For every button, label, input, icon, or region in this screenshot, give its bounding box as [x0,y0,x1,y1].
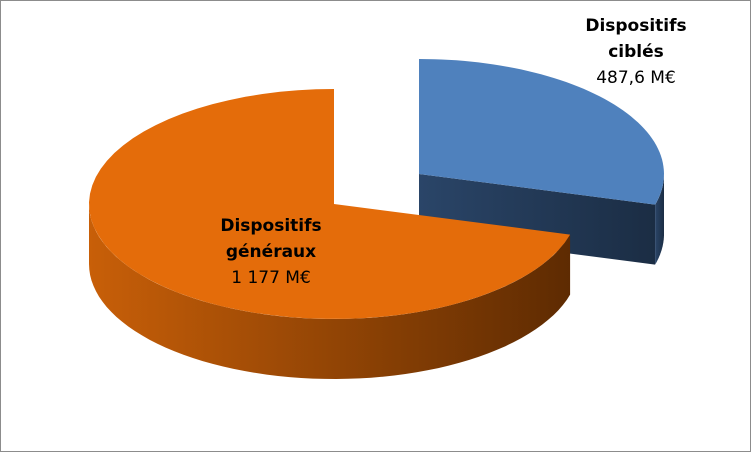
label: Dispositifs généraux 1 177 M€ [196,213,346,291]
value-label: 487,6 M€ [596,68,676,88]
label: Dispositifs ciblés 487,6 M€ [561,13,711,91]
slice-wall [89,204,571,379]
value-label: 1 177 M€ [231,268,311,288]
slice-wall [655,174,664,265]
category-label: Dispositifs ciblés [585,16,687,62]
slice [89,89,571,319]
category-label: Dispositifs généraux [220,216,322,262]
slice-side [419,174,656,265]
slice [419,59,664,205]
